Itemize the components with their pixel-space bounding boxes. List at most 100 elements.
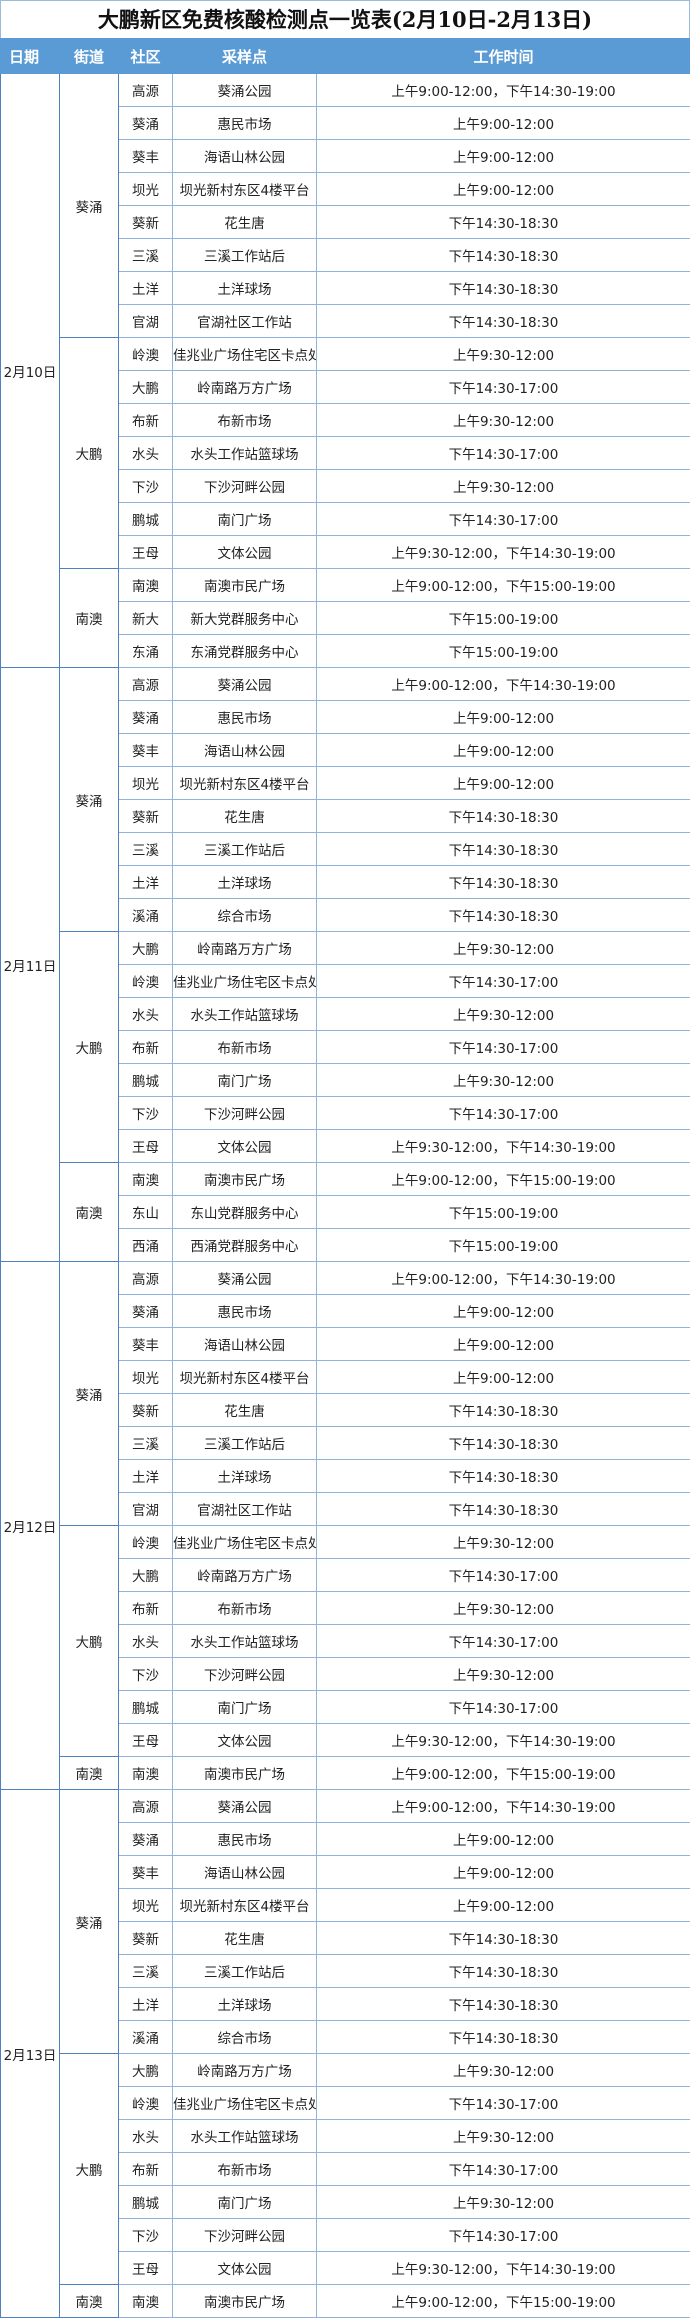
hours-cell: 下午14:30-17:00	[317, 1097, 690, 1130]
site-cell: 花生唐	[173, 800, 317, 833]
site-cell: 坝光新村东区4楼平台	[173, 173, 317, 206]
site-cell: 岭南路万方广场	[173, 2054, 317, 2087]
hours-cell: 下午14:30-18:30	[317, 206, 690, 239]
table-row: 南澳南澳南澳市民广场上午9:00-12:00，下午15:00-19:00	[1, 1163, 690, 1196]
hours-cell: 下午14:30-17:00	[317, 2087, 690, 2120]
hours-cell: 下午15:00-19:00	[317, 1196, 690, 1229]
hours-cell: 上午9:00-12:00	[317, 1361, 690, 1394]
community-cell: 坝光	[119, 1889, 173, 1922]
header-site: 采样点	[173, 39, 317, 74]
hours-cell: 上午9:00-12:00	[317, 701, 690, 734]
hours-cell: 上午9:30-12:00	[317, 404, 690, 437]
site-cell: 下沙河畔公园	[173, 1658, 317, 1691]
community-cell: 鹏城	[119, 1064, 173, 1097]
hours-cell: 上午9:00-12:00，下午15:00-19:00	[317, 2285, 690, 2318]
site-cell: 海语山林公园	[173, 140, 317, 173]
site-cell: 三溪工作站后	[173, 239, 317, 272]
community-cell: 大鹏	[119, 1559, 173, 1592]
hours-cell: 上午9:00-12:00	[317, 140, 690, 173]
community-cell: 葵丰	[119, 140, 173, 173]
community-cell: 南澳	[119, 1163, 173, 1196]
community-cell: 坝光	[119, 1361, 173, 1394]
site-cell: 布新市场	[173, 1031, 317, 1064]
community-cell: 南澳	[119, 569, 173, 602]
table-row: 大鹏岭澳佳兆业广场住宅区卡点处上午9:30-12:00	[1, 1526, 690, 1559]
community-cell: 下沙	[119, 1097, 173, 1130]
site-cell: 官湖社区工作站	[173, 1493, 317, 1526]
site-cell: 水头工作站篮球场	[173, 998, 317, 1031]
site-cell: 综合市场	[173, 899, 317, 932]
hours-cell: 下午14:30-17:00	[317, 1031, 690, 1064]
site-cell: 葵涌公园	[173, 74, 317, 107]
site-cell: 水头工作站篮球场	[173, 437, 317, 470]
community-cell: 官湖	[119, 305, 173, 338]
hours-cell: 下午15:00-19:00	[317, 635, 690, 668]
site-cell: 佳兆业广场住宅区卡点处	[173, 338, 317, 371]
site-cell: 三溪工作站后	[173, 1955, 317, 1988]
community-cell: 东涌	[119, 635, 173, 668]
site-cell: 花生唐	[173, 1922, 317, 1955]
site-cell: 布新市场	[173, 1592, 317, 1625]
community-cell: 高源	[119, 1262, 173, 1295]
community-cell: 东山	[119, 1196, 173, 1229]
site-cell: 下沙河畔公园	[173, 1097, 317, 1130]
hours-cell: 下午14:30-18:30	[317, 1394, 690, 1427]
site-cell: 海语山林公园	[173, 1328, 317, 1361]
site-cell: 水头工作站篮球场	[173, 1625, 317, 1658]
community-cell: 西涌	[119, 1229, 173, 1262]
hours-cell: 上午9:30-12:00	[317, 2120, 690, 2153]
site-cell: 文体公园	[173, 1130, 317, 1163]
hours-cell: 下午14:30-18:30	[317, 866, 690, 899]
community-cell: 水头	[119, 998, 173, 1031]
community-cell: 鹏城	[119, 2186, 173, 2219]
site-cell: 南澳市民广场	[173, 1163, 317, 1196]
community-cell: 岭澳	[119, 965, 173, 998]
hours-cell: 上午9:30-12:00	[317, 338, 690, 371]
site-cell: 海语山林公园	[173, 734, 317, 767]
header-community: 社区	[119, 39, 173, 74]
hours-cell: 上午9:00-12:00	[317, 173, 690, 206]
table-row: 2月12日葵涌高源葵涌公园上午9:00-12:00，下午14:30-19:00	[1, 1262, 690, 1295]
site-cell: 惠民市场	[173, 1295, 317, 1328]
street-cell: 南澳	[60, 2285, 119, 2318]
table-row: 大鹏大鹏岭南路万方广场上午9:30-12:00	[1, 932, 690, 965]
hours-cell: 下午14:30-18:30	[317, 239, 690, 272]
hours-cell: 上午9:00-12:00，下午14:30-19:00	[317, 74, 690, 107]
street-cell: 葵涌	[60, 668, 119, 932]
site-cell: 佳兆业广场住宅区卡点处	[173, 2087, 317, 2120]
community-cell: 布新	[119, 404, 173, 437]
community-cell: 溪涌	[119, 2021, 173, 2054]
site-cell: 花生唐	[173, 206, 317, 239]
street-cell: 葵涌	[60, 1790, 119, 2054]
site-cell: 葵涌公园	[173, 1262, 317, 1295]
header-hours: 工作时间	[317, 39, 690, 74]
street-cell: 南澳	[60, 1757, 119, 1790]
hours-cell: 上午9:30-12:00	[317, 1658, 690, 1691]
hours-cell: 下午14:30-17:00	[317, 965, 690, 998]
hours-cell: 下午14:30-18:30	[317, 1460, 690, 1493]
site-cell: 葵涌公园	[173, 668, 317, 701]
hours-cell: 上午9:00-12:00，下午15:00-19:00	[317, 1757, 690, 1790]
site-cell: 西涌党群服务中心	[173, 1229, 317, 1262]
header-street: 街道	[60, 39, 119, 74]
community-cell: 官湖	[119, 1493, 173, 1526]
table-row: 大鹏岭澳佳兆业广场住宅区卡点处上午9:30-12:00	[1, 338, 690, 371]
site-cell: 文体公园	[173, 1724, 317, 1757]
community-cell: 高源	[119, 668, 173, 701]
community-cell: 鹏城	[119, 503, 173, 536]
community-cell: 土洋	[119, 1460, 173, 1493]
community-cell: 坝光	[119, 767, 173, 800]
community-cell: 坝光	[119, 173, 173, 206]
community-cell: 土洋	[119, 272, 173, 305]
table-row: 大鹏大鹏岭南路万方广场上午9:30-12:00	[1, 2054, 690, 2087]
community-cell: 王母	[119, 1724, 173, 1757]
hours-cell: 下午14:30-18:30	[317, 1493, 690, 1526]
site-cell: 南澳市民广场	[173, 2285, 317, 2318]
site-cell: 文体公园	[173, 536, 317, 569]
hours-cell: 上午9:00-12:00，下午14:30-19:00	[317, 668, 690, 701]
site-cell: 文体公园	[173, 2252, 317, 2285]
hours-cell: 上午9:30-12:00，下午14:30-19:00	[317, 536, 690, 569]
site-cell: 南门广场	[173, 1691, 317, 1724]
hours-cell: 上午9:00-12:00，下午15:00-19:00	[317, 569, 690, 602]
community-cell: 大鹏	[119, 2054, 173, 2087]
